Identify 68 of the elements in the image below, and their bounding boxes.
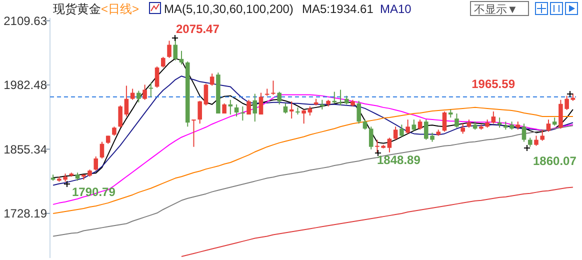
y-tick-label: 1728.19 (4, 206, 48, 221)
candlestick (400, 124, 404, 138)
candlestick (418, 119, 422, 130)
y-tick-label: 2109.63 (4, 14, 48, 28)
candlestick (320, 99, 324, 110)
candlestick (228, 99, 233, 116)
candlestick (124, 85, 129, 118)
candlestick (522, 123, 526, 142)
candlestick (154, 66, 160, 88)
candlestick (393, 126, 398, 140)
candlestick (356, 100, 362, 124)
candlestick (210, 73, 214, 86)
text: MA(5,10,30,60,100,200) (164, 2, 294, 16)
candlestick (246, 99, 251, 116)
candlestick (148, 82, 154, 98)
candlestick (528, 137, 532, 148)
candlestick (368, 126, 374, 150)
annotation: 1860.07 (533, 154, 577, 168)
chart-title: 现货黄金 (53, 2, 101, 16)
candlestick (161, 56, 166, 68)
text: MA10 (380, 2, 412, 16)
candlestick (100, 141, 104, 159)
candlestick (192, 119, 196, 148)
candlestick (406, 119, 410, 134)
candlestick (277, 91, 282, 105)
candlestick (460, 123, 465, 134)
y-tick-label: 1982.48 (4, 78, 48, 92)
candlestick (283, 102, 288, 114)
candlestick (546, 119, 551, 132)
candlestick (338, 89, 343, 106)
candlestick (258, 92, 264, 116)
candlestick (167, 40, 172, 58)
candlestick (112, 126, 116, 136)
annotation: 1965.59 (472, 77, 516, 91)
candlestick (289, 100, 294, 120)
candlestick (308, 106, 312, 116)
candlestick (540, 129, 544, 142)
candlestick (271, 80, 276, 96)
candlestick (302, 108, 306, 124)
chart-subtitle: <日线> (101, 2, 140, 16)
candlestick (240, 106, 245, 122)
text: 不显示▼ (474, 4, 518, 16)
annotation: 1848.89 (377, 153, 421, 167)
candlestick (442, 110, 447, 132)
candlestick (173, 37, 178, 61)
text: MA5:1934.61 (302, 2, 374, 16)
candlestick (118, 104, 122, 128)
candlestick (204, 83, 208, 106)
candlestick (534, 135, 538, 146)
candlestick (264, 88, 270, 96)
candlestick (198, 100, 202, 124)
candlestick (222, 102, 226, 114)
candlestick (332, 91, 337, 104)
candlestick (130, 88, 135, 100)
candlestick (454, 112, 459, 128)
y-tick-label: 1855.34 (4, 142, 48, 156)
annotation: 2075.47 (176, 22, 220, 36)
candlestick (252, 93, 258, 122)
candlestick (142, 84, 147, 100)
candlestick (362, 119, 368, 130)
candlestick (234, 104, 239, 118)
candlestick (387, 137, 392, 153)
candlestick (491, 110, 496, 124)
candlestick (412, 119, 416, 132)
candlestick (94, 156, 98, 172)
candlestick (179, 50, 184, 65)
candlestick (136, 90, 141, 103)
candlestick (497, 117, 502, 128)
